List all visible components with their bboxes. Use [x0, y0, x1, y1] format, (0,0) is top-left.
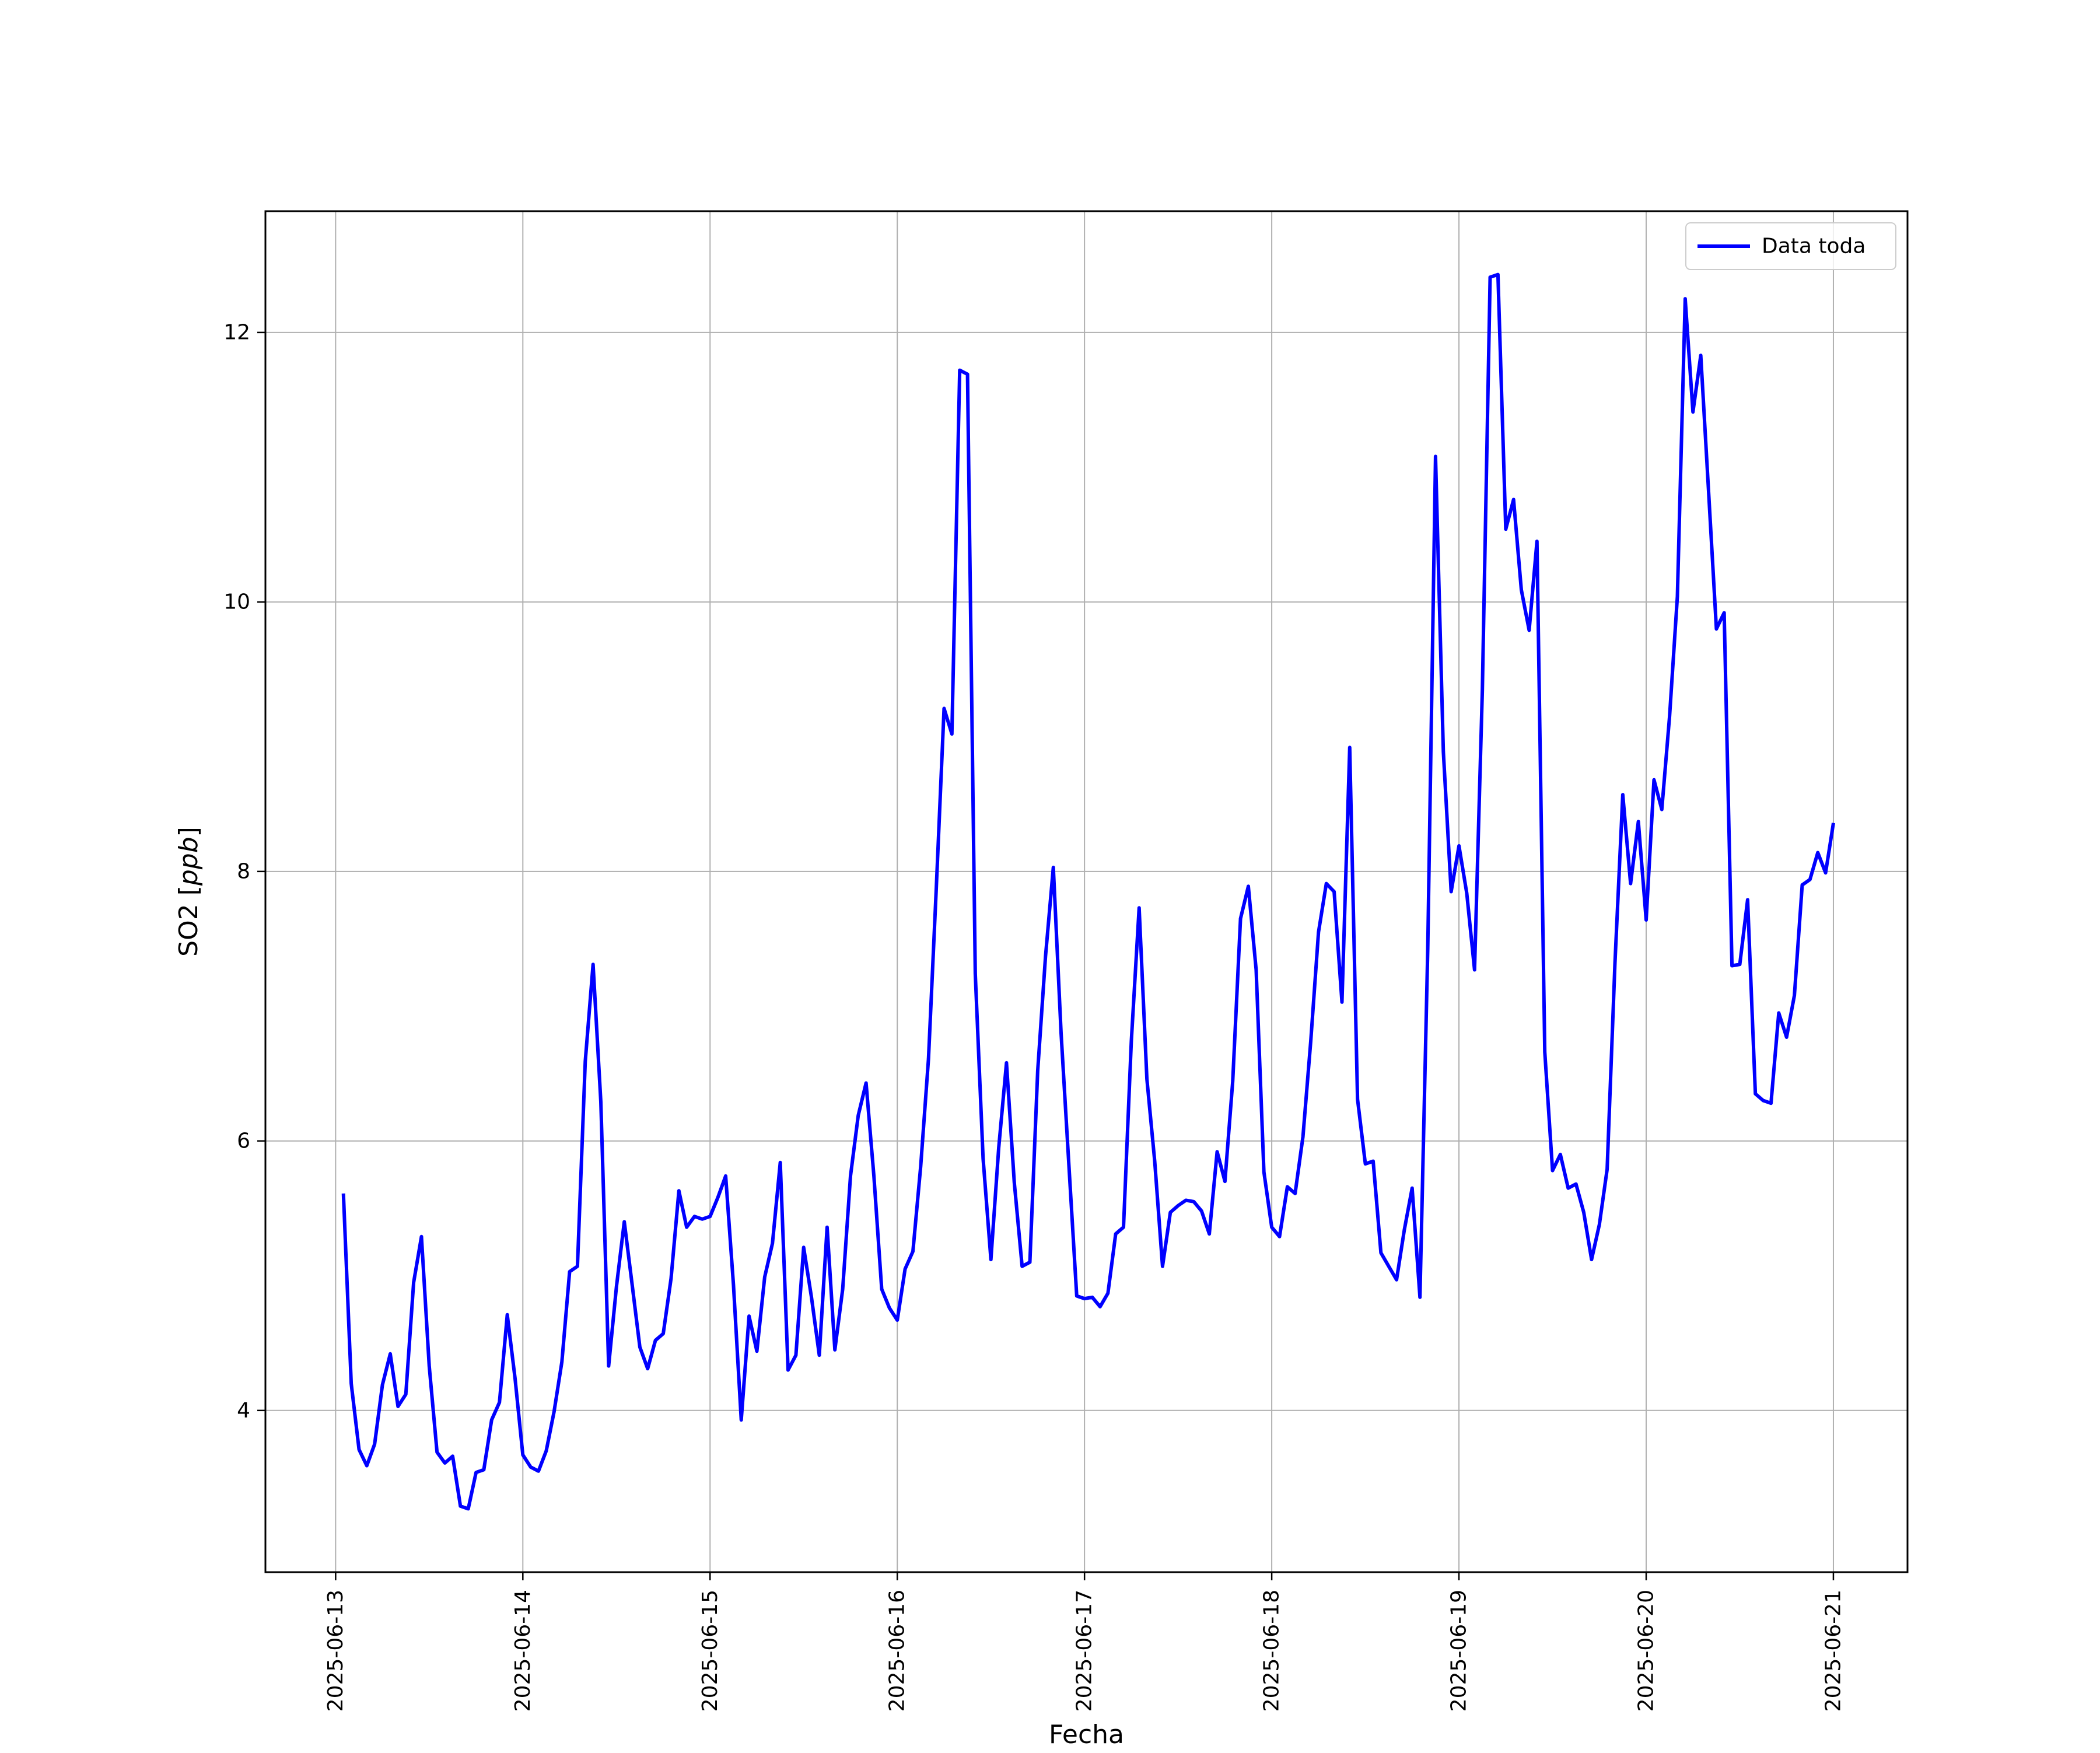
x-tick-label: 2025-06-16	[886, 1590, 909, 1712]
gridlines	[265, 211, 1908, 1572]
y-tick-label: 12	[223, 320, 250, 344]
y-tick-label: 4	[237, 1398, 250, 1422]
y-tick-label: 8	[237, 859, 250, 883]
x-axis: 2025-06-13 2025-06-14 2025-06-15 2025-06-16…	[324, 1572, 1845, 1712]
y-axis-title-unit: ppb	[174, 837, 204, 886]
x-tick-label: 2025-06-17	[1073, 1590, 1097, 1712]
x-tick-label: 2025-06-14	[511, 1590, 535, 1712]
x-tick-label: 2025-06-20	[1634, 1590, 1658, 1712]
x-tick-label: 2025-06-13	[324, 1590, 348, 1712]
y-axis: 4 6 8 10 12	[223, 320, 265, 1422]
y-axis-title-close: ]	[174, 827, 204, 837]
legend: Data toda	[1685, 222, 1896, 270]
y-tick-label: 10	[223, 590, 250, 614]
y-axis-title: SO2 [ppb]	[174, 827, 204, 957]
legend-box	[1685, 222, 1896, 270]
legend-label: Data toda	[1762, 235, 1866, 258]
x-tick-label: 2025-06-18	[1260, 1590, 1284, 1712]
series-layer	[341, 272, 1835, 1511]
x-tick-label: 2025-06-19	[1447, 1590, 1471, 1712]
x-axis-title: Fecha	[1049, 1720, 1124, 1749]
y-tick-label: 6	[237, 1129, 250, 1153]
x-tick-label: 2025-06-15	[698, 1590, 722, 1712]
series-line	[341, 272, 1835, 1511]
x-tick-label: 2025-06-21	[1821, 1590, 1845, 1712]
plot-frame	[264, 210, 1909, 1573]
y-axis-title-text: SO2 [	[174, 886, 204, 957]
